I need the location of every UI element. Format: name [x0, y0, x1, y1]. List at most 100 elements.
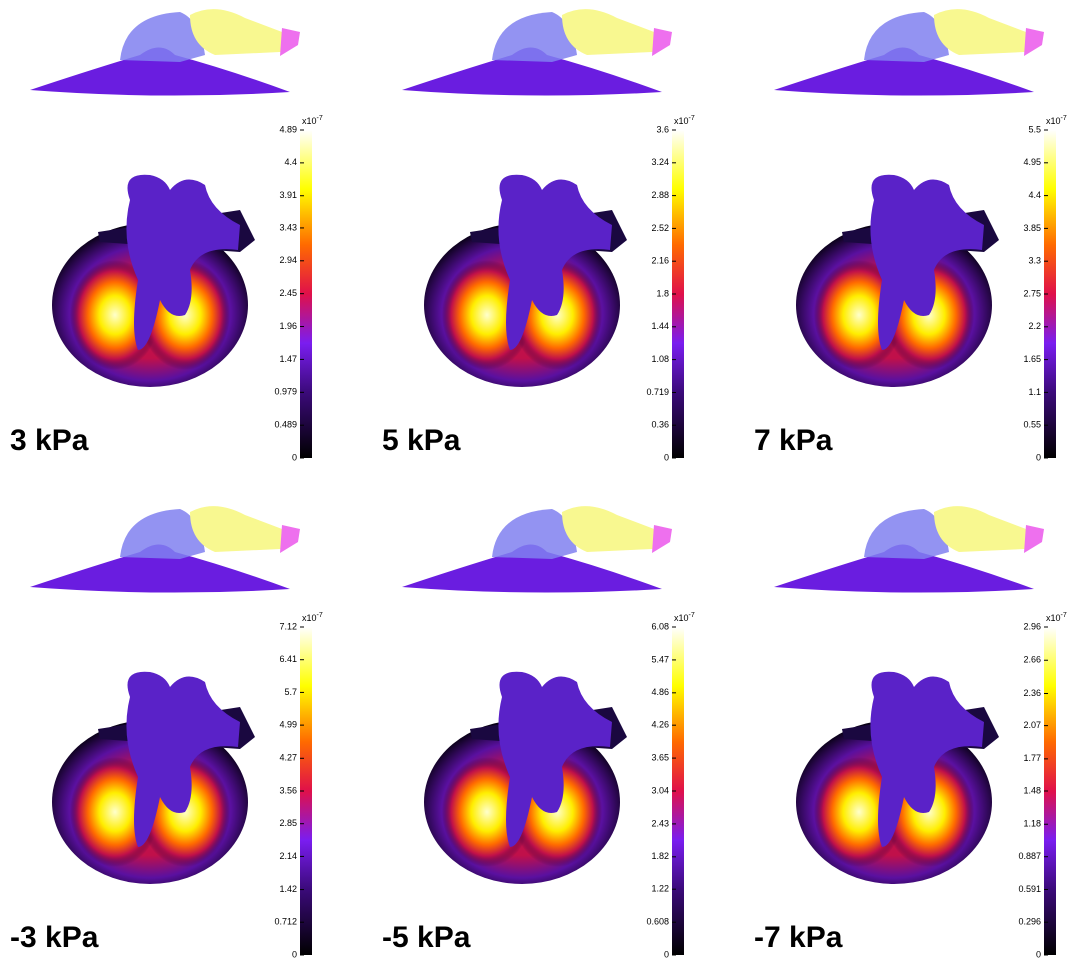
tick-label: 6.08 — [651, 621, 669, 631]
tick-label: 0 — [292, 452, 297, 462]
side-blue — [864, 509, 949, 559]
body — [498, 671, 612, 847]
tick-label: 0.712 — [274, 917, 297, 927]
tick-label: 2.96 — [1023, 621, 1041, 631]
tick-label: 5.47 — [651, 654, 669, 664]
tick-label: 3.24 — [651, 157, 669, 167]
tick-label: 2.2 — [1028, 321, 1041, 331]
side-yellow — [934, 9, 1038, 56]
tick-label: 1.82 — [651, 851, 669, 861]
panel-label: 7 kPa — [754, 424, 833, 457]
side-plate — [774, 544, 1034, 593]
side-plate — [30, 47, 290, 96]
exponent-power: -7 — [317, 115, 323, 122]
exponent: x10-7 — [674, 612, 695, 624]
panel-label: -3 kPa — [10, 921, 99, 954]
tick-label: 1.8 — [656, 288, 669, 298]
tick-label: 0.719 — [646, 387, 669, 397]
tick-label: 0 — [292, 949, 297, 959]
tick-label: 0.36 — [651, 420, 669, 430]
tick-label: 0 — [664, 949, 669, 959]
exponent: x10-7 — [302, 612, 323, 624]
body — [126, 671, 240, 847]
tick-label: 0.591 — [1018, 884, 1041, 894]
tick-label: 1.08 — [651, 354, 669, 364]
exponent-base: x10 — [674, 613, 689, 623]
tick-label: 2.85 — [279, 818, 297, 828]
tick-label: 2.14 — [279, 851, 297, 861]
exponent-base: x10 — [302, 613, 317, 623]
side-pink — [280, 28, 300, 56]
colorbar — [300, 627, 312, 955]
tick-label: 0.608 — [646, 917, 669, 927]
panel: 0 0.489 0.979 1.47 1.96 2.45 2.94 3.43 3.91 4.4 4.… — [10, 9, 323, 462]
tick-label: 3.43 — [279, 222, 297, 232]
body — [498, 174, 612, 350]
side-plate — [402, 544, 662, 593]
exponent: x10-7 — [302, 115, 323, 127]
exponent-base: x10 — [1046, 116, 1061, 126]
panel-label: -7 kPa — [754, 921, 843, 954]
tick-label: 2.94 — [279, 255, 297, 265]
side-pink — [280, 525, 300, 553]
tick-label: 0.887 — [1018, 851, 1041, 861]
panel: 0 0.36 0.719 1.08 1.44 1.8 2.16 2.52 2.88 3.24 3.6… — [382, 9, 695, 462]
colorbar — [672, 627, 684, 955]
tick-label: 4.4 — [284, 157, 297, 167]
panel: 0 0.55 1.1 1.65 2.2 2.75 3.3 3.85 4.4 4.95 5.5 x10-… — [754, 9, 1067, 462]
tick-label: 5.5 — [1028, 124, 1041, 134]
side-yellow — [562, 506, 666, 552]
tick-label: 2.75 — [1023, 288, 1041, 298]
body — [126, 174, 240, 350]
tick-label: 3.04 — [651, 785, 669, 795]
tick-label: 1.65 — [1023, 354, 1041, 364]
side-plate — [774, 47, 1034, 96]
side-pink — [652, 28, 672, 56]
panel-label: 5 kPa — [382, 424, 461, 457]
tick-label: 2.45 — [279, 288, 297, 298]
tick-label: 2.16 — [651, 256, 669, 266]
tick-label: 1.96 — [279, 321, 297, 331]
tick-label: 2.07 — [1023, 720, 1041, 730]
tick-label: 1.22 — [651, 884, 669, 894]
exponent-power: -7 — [689, 115, 695, 122]
side-blue — [492, 509, 577, 559]
exponent-power: -7 — [689, 612, 695, 619]
side-plate — [30, 544, 290, 593]
tick-label: 3.91 — [279, 190, 297, 200]
exponent-power: -7 — [317, 612, 323, 619]
side-pink — [1024, 28, 1044, 56]
panel-label: -5 kPa — [382, 921, 471, 954]
tick-label: 2.66 — [1023, 655, 1041, 665]
tick-label: 2.52 — [651, 223, 669, 233]
side-pink — [652, 525, 672, 553]
tick-label: 0.55 — [1023, 420, 1041, 430]
tick-label: 4.95 — [1023, 157, 1041, 167]
tick-label: 4.4 — [1028, 190, 1041, 200]
tick-label: 4.99 — [279, 719, 297, 729]
tick-label: 3.56 — [279, 785, 297, 795]
side-blue — [120, 12, 205, 62]
side-blue — [492, 12, 577, 62]
side-blue — [120, 509, 205, 559]
tick-label: 4.89 — [279, 124, 297, 134]
side-yellow — [562, 9, 666, 56]
tick-label: 0.489 — [274, 420, 297, 430]
tick-label: 1.18 — [1023, 819, 1041, 829]
tick-label: 3.3 — [1028, 256, 1041, 266]
tick-label: 2.43 — [651, 818, 669, 828]
tick-label: 3.65 — [651, 752, 669, 762]
panel: 0 0.296 0.591 0.887 1.18 1.48 1.77 2.07 2.36 2.66… — [754, 506, 1067, 959]
panel: 0 0.712 1.42 2.14 2.85 3.56 4.27 4.99 5.7 6.41 7.1… — [10, 506, 323, 959]
tick-label: 2.88 — [651, 190, 669, 200]
exponent-base: x10 — [1046, 613, 1061, 623]
colorbar — [672, 130, 684, 458]
tick-label: 0 — [1036, 452, 1041, 462]
panel-label: 3 kPa — [10, 424, 89, 457]
exponent: x10-7 — [1046, 115, 1067, 127]
colorbar — [1044, 627, 1056, 955]
side-yellow — [934, 506, 1038, 552]
exponent: x10-7 — [1046, 612, 1067, 624]
tick-label: 0.979 — [274, 387, 297, 397]
tick-label: 1.48 — [1023, 785, 1041, 795]
